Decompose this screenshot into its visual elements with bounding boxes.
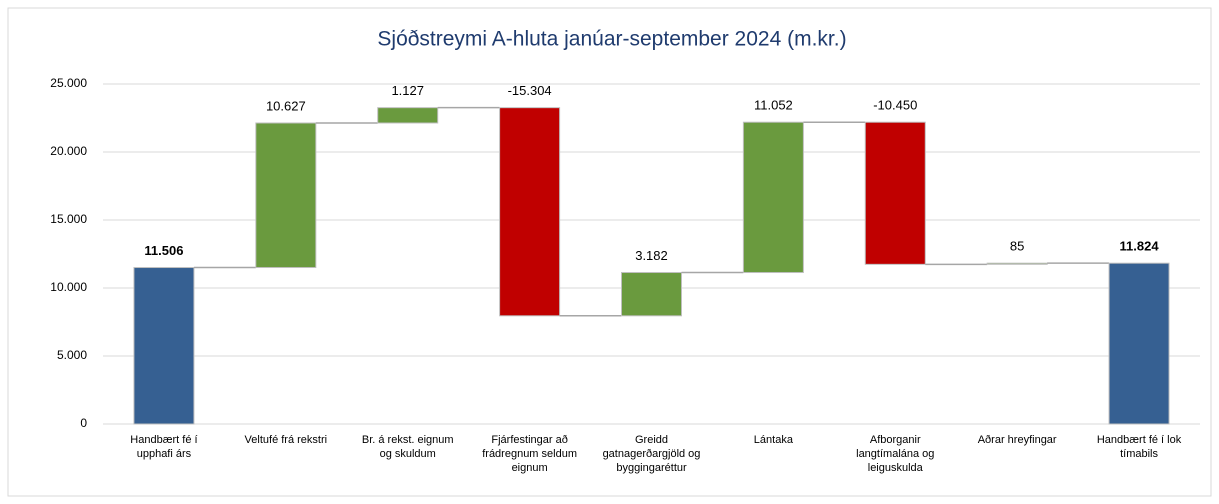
x-tick-label: Afborganir: [870, 434, 921, 446]
x-tick-label: Veltufé frá rekstri: [245, 434, 328, 446]
bar: [133, 267, 195, 425]
value-label: 11.052: [754, 98, 793, 113]
x-tick-label: og skuldum: [380, 448, 436, 460]
value-label: 85: [1010, 239, 1024, 254]
x-tick-label: gatnagerðargjöld og: [603, 448, 701, 460]
bar: [986, 262, 1048, 265]
value-label: 1.127: [391, 83, 424, 98]
bar: [621, 272, 682, 317]
y-tick-label: 5.000: [57, 348, 87, 362]
x-tick-label: Br. á rekst. eignum: [362, 434, 454, 446]
x-tick-label: eignum: [512, 462, 548, 474]
bar: [499, 107, 561, 317]
value-label: -10.450: [873, 98, 917, 113]
x-tick-label: frádregnum seldum: [482, 448, 577, 460]
bar: [1108, 262, 1170, 425]
x-tick-label: Fjárfestingar að: [491, 434, 567, 446]
bar: [377, 107, 439, 124]
value-label: 11.824: [1120, 239, 1160, 254]
x-tick-label: langtímalána og: [856, 448, 934, 460]
x-tick-label: upphafi árs: [137, 448, 192, 460]
chart-border: [7, 7, 1212, 497]
x-tick-label: Lántaka: [754, 434, 794, 446]
x-tick-label: tímabils: [1120, 448, 1158, 460]
x-tick-label: leiguskulda: [868, 462, 924, 474]
x-tick-label: byggingaréttur: [616, 462, 687, 474]
x-tick-label: Handbært fé í lok: [1097, 434, 1182, 446]
x-tick-label: Aðrar hreyfingar: [978, 434, 1057, 446]
value-label: 3.182: [635, 248, 668, 263]
y-tick-label: 15.000: [50, 212, 87, 226]
value-label: -15.304: [508, 83, 552, 98]
y-tick-label: 20.000: [50, 144, 87, 158]
chart-title: Sjóðstreymi A-hluta janúar-september 202…: [377, 28, 846, 51]
y-tick-label: 25.000: [50, 76, 87, 90]
value-label: 11.506: [144, 243, 183, 258]
bar: [255, 122, 317, 269]
value-label: 10.627: [266, 98, 306, 113]
y-tick-label: 10.000: [50, 280, 87, 294]
bar: [742, 121, 804, 274]
x-tick-label: Greidd: [635, 434, 668, 446]
x-tick-label: Handbært fé í: [130, 434, 197, 446]
bar: [864, 121, 926, 265]
y-tick-label: 0: [80, 416, 87, 430]
